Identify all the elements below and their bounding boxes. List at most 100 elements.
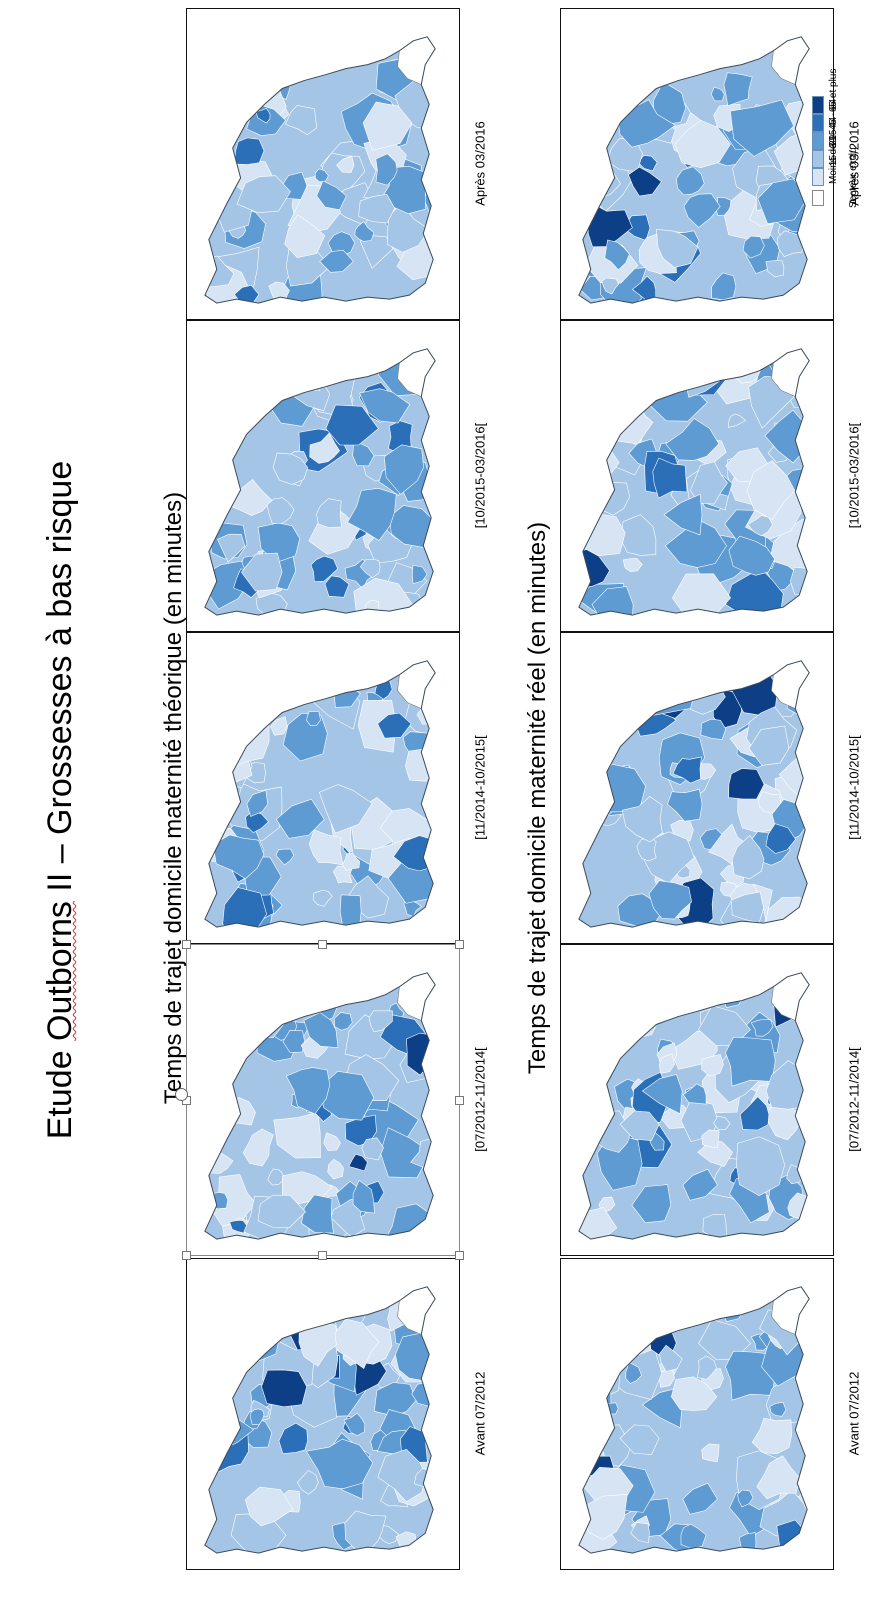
map-sector: [603, 1351, 627, 1373]
map-sector: [684, 1301, 707, 1320]
map-panel[interactable]: [560, 8, 834, 320]
map-sector: [725, 1036, 776, 1087]
map-panel[interactable]: [186, 944, 460, 1256]
map-outline: [204, 1286, 436, 1554]
period-label: Après 03/2016: [472, 121, 488, 206]
map-sector: [220, 691, 257, 729]
map-sector: [683, 193, 721, 228]
map-sector: [621, 796, 663, 843]
map-sector: [275, 798, 325, 839]
resize-handle-top[interactable]: [318, 940, 327, 949]
map-outline: [204, 972, 436, 1240]
map-sector: [343, 1412, 366, 1436]
map-sector: [274, 348, 321, 396]
period-label: [07/2012-11/2014[: [472, 1047, 488, 1152]
rotate-handle-icon[interactable]: [175, 1088, 188, 1101]
map-outline: [578, 1286, 810, 1554]
map-panel[interactable]: [186, 320, 460, 632]
map-sector: [585, 97, 614, 118]
map-panel[interactable]: [186, 8, 460, 320]
map-sector: [250, 1408, 265, 1425]
map-sector: [723, 72, 753, 107]
map-sector: [290, 357, 322, 385]
map-sector: [305, 1438, 374, 1490]
resize-handle-bottom-left[interactable]: [182, 1251, 191, 1260]
map-sector: [336, 155, 355, 173]
map-sector: [208, 987, 231, 1004]
map-panel[interactable]: [186, 632, 460, 944]
map-sector: [640, 663, 677, 708]
map-sector: [208, 1191, 229, 1210]
map-sector: [229, 1220, 248, 1234]
map-sector: [312, 889, 333, 907]
map-sector: [747, 515, 773, 537]
period-label: Avant 07/2012: [846, 1371, 862, 1456]
map-sector: [711, 272, 737, 301]
map-sector: [234, 137, 265, 165]
resize-handle-top-right[interactable]: [455, 940, 464, 949]
map-sector: [205, 54, 235, 89]
map-sector: [742, 235, 765, 259]
map-panel[interactable]: [560, 944, 834, 1256]
resize-handle-bottom[interactable]: [318, 1251, 327, 1260]
map-sector: [672, 756, 702, 784]
resize-handle-bottom-right[interactable]: [455, 1251, 464, 1260]
page-title: Etude Outborns II – Grossesses à bas ris…: [30, 430, 90, 1170]
map-sector: [601, 277, 619, 295]
legend-item-1: [812, 168, 824, 186]
map-sector: [310, 555, 339, 583]
map-sector: [303, 1012, 339, 1048]
map-sector: [606, 1016, 633, 1042]
title-suffix: II – Grossesses à bas risque: [41, 460, 79, 902]
section-title-real: Temps de trajet domicile maternité réel …: [524, 521, 551, 1075]
map-sector: [255, 108, 271, 124]
map-panel[interactable]: [186, 1258, 460, 1570]
map-outline: [578, 972, 810, 1240]
map-sector: [652, 457, 688, 499]
map-sector: [626, 1011, 658, 1038]
map-sector: [601, 1335, 620, 1346]
map-sector: [701, 1443, 720, 1463]
map-sector: [347, 488, 397, 541]
period-label: [11/2014-10/2015[: [472, 735, 488, 840]
map-sector: [682, 1083, 707, 1105]
map-sector: [233, 1317, 280, 1361]
map-sector: [659, 1344, 683, 1372]
choropleth-map: [204, 1286, 436, 1554]
resize-handle-top-left[interactable]: [182, 940, 191, 949]
map-sector: [217, 533, 246, 563]
map-sector: [284, 104, 317, 136]
map-sector: [204, 361, 236, 399]
map-panel[interactable]: [560, 632, 834, 944]
map-sector: [696, 1355, 717, 1380]
map-sector: [204, 372, 248, 416]
map-sector: [261, 1369, 308, 1408]
map-sector: [344, 1510, 387, 1551]
map-sector: [246, 789, 269, 817]
period-label: [10/2015-03/2016[: [472, 422, 488, 529]
map-sector: [384, 444, 424, 495]
map-sector: [357, 699, 397, 753]
map-sector: [282, 1030, 306, 1053]
map-panel[interactable]: [560, 1258, 834, 1570]
period-label: [07/2012-11/2014[: [846, 1047, 862, 1152]
choropleth-map: [204, 972, 436, 1240]
legend-item-4: [812, 114, 824, 132]
map-sector: [700, 718, 727, 740]
resize-handle-right[interactable]: [455, 1096, 464, 1105]
map-sector: [236, 175, 291, 214]
map-sector: [316, 180, 347, 211]
map-sector: [665, 418, 720, 461]
map-outline: [578, 36, 810, 304]
map-panel[interactable]: [560, 320, 834, 632]
map-sector: [247, 1309, 281, 1341]
map-outline: [578, 348, 810, 616]
map-sector: [348, 1153, 368, 1172]
map-sector: [302, 676, 322, 691]
map-sector: [790, 566, 810, 595]
map-sector: [609, 1314, 659, 1358]
map-sector: [267, 1168, 285, 1186]
map-sector: [605, 660, 659, 705]
map-sector: [601, 1021, 620, 1032]
